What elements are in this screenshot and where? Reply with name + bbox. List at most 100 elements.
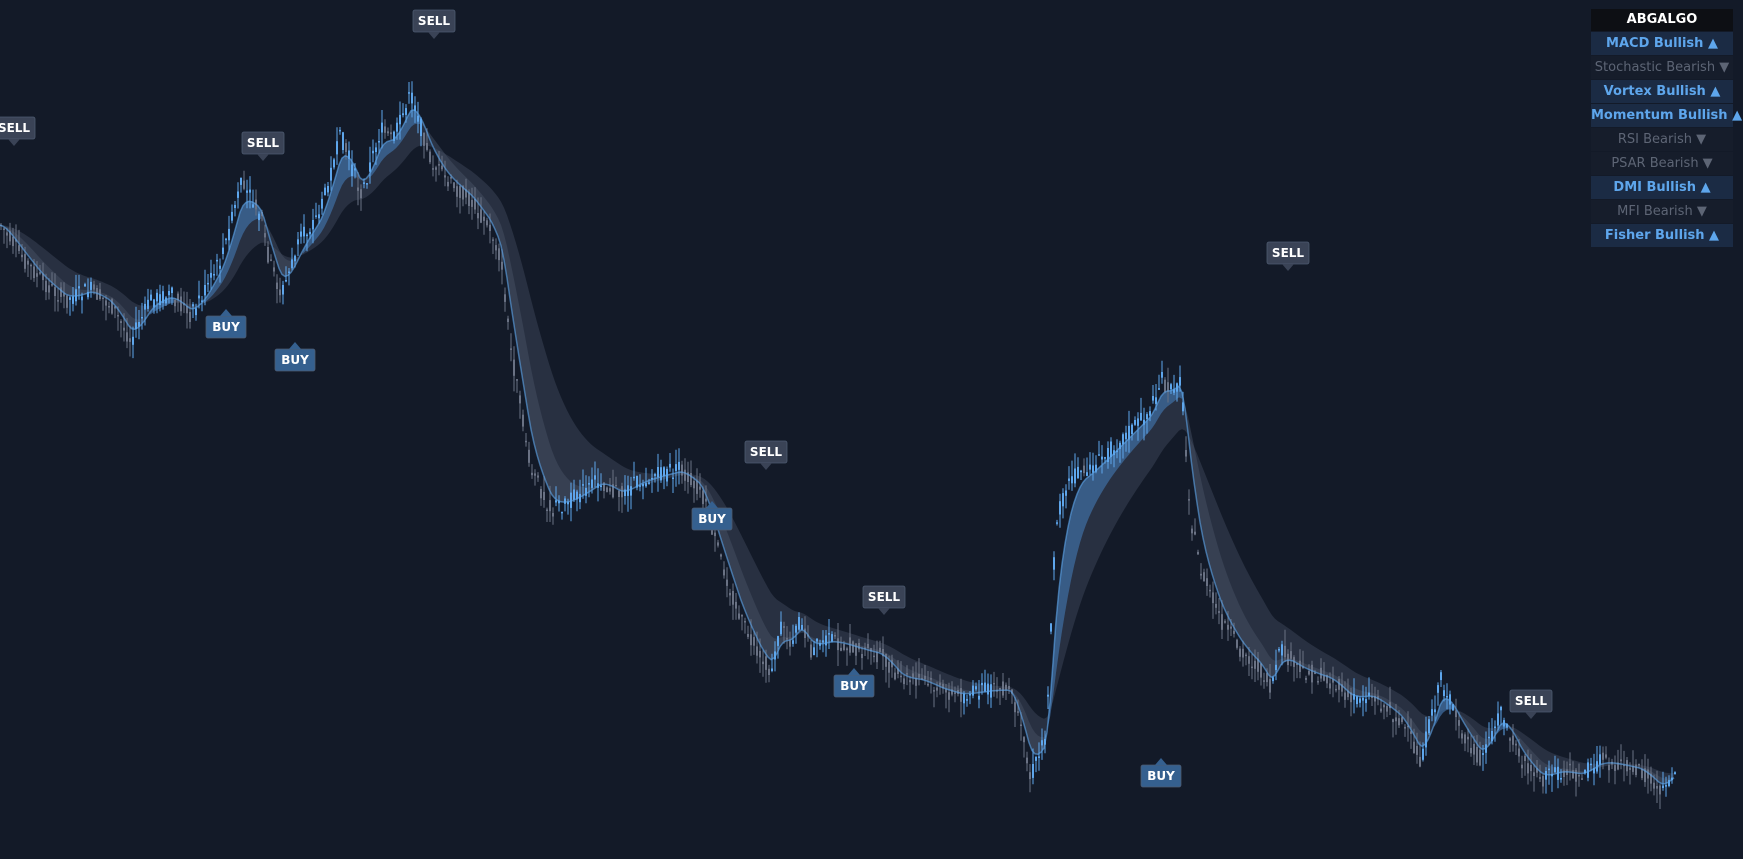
candle-body <box>36 273 38 277</box>
candle-body <box>675 464 677 471</box>
candle-body <box>963 693 965 704</box>
candle-body <box>477 213 479 219</box>
candle-body <box>1332 679 1334 683</box>
dashboard-row-momentum: Momentum Bullish ▲ <box>1591 104 1742 127</box>
candle-body <box>18 245 20 251</box>
candle-body <box>579 493 581 503</box>
candle-body <box>450 177 452 179</box>
candle-body <box>1416 745 1418 755</box>
candle-body <box>1140 412 1142 421</box>
candle-body <box>1602 752 1604 760</box>
candle-body <box>1605 754 1607 758</box>
candle-body <box>252 204 254 208</box>
candle-body <box>1572 770 1574 779</box>
candle-body <box>1050 623 1052 632</box>
candle-body <box>1263 680 1265 682</box>
candle-body <box>561 511 563 514</box>
candle-body <box>1440 672 1442 681</box>
candle-body <box>120 321 122 323</box>
candle-body <box>27 260 29 265</box>
candle-body <box>306 234 308 237</box>
candle-body <box>1179 377 1181 386</box>
candle-body <box>1389 702 1391 709</box>
sell-signal: SELL <box>241 131 285 161</box>
candle-body <box>1032 764 1034 778</box>
candle-body <box>378 141 380 143</box>
candle-body <box>1665 785 1667 787</box>
candle-body <box>1275 664 1277 671</box>
candle-body <box>1476 746 1478 763</box>
candle-body <box>555 500 557 503</box>
candle-body <box>60 287 62 297</box>
candle-body <box>858 643 860 650</box>
candle-body <box>741 615 743 617</box>
candle-body <box>1620 759 1622 762</box>
candle-body <box>495 245 497 251</box>
candle-body <box>213 274 215 276</box>
candle-body <box>1386 706 1388 712</box>
candle-body <box>1245 654 1247 657</box>
candle-body <box>1215 603 1217 608</box>
candle-body <box>408 92 410 94</box>
candle-body <box>444 175 446 178</box>
candle-body <box>1470 747 1472 754</box>
signal-label: BUY <box>840 679 868 693</box>
candle-body <box>351 164 353 177</box>
candle-body <box>135 322 137 329</box>
candle-body <box>1623 764 1625 767</box>
candle-body <box>1482 753 1484 755</box>
candle-body <box>867 643 869 648</box>
candle-body <box>1536 768 1538 773</box>
candle-body <box>24 254 26 269</box>
dashboard-row-rsi: RSI Bearish ▼ <box>1591 128 1733 151</box>
candle-body <box>783 626 785 628</box>
candle-body <box>546 509 548 511</box>
candle-body <box>1359 698 1361 703</box>
buy-signal: BUY <box>691 501 733 531</box>
candle-body <box>69 297 71 300</box>
candle-body <box>594 475 596 480</box>
candle-body <box>21 254 23 258</box>
candle-body <box>1038 756 1040 758</box>
candle-body <box>687 472 689 482</box>
candle-body <box>1227 624 1229 630</box>
candle-body <box>567 501 569 505</box>
candle-body <box>240 177 242 185</box>
candle-body <box>1560 778 1562 780</box>
candle-body <box>1584 769 1586 774</box>
fast-ema-line <box>0 109 1675 785</box>
candle-body <box>1533 772 1535 776</box>
candle-body <box>138 322 140 327</box>
candle-body <box>414 105 416 111</box>
candle-body <box>1545 771 1547 780</box>
candle-body <box>231 211 233 221</box>
candle-body <box>864 647 866 649</box>
candle-body <box>705 498 707 502</box>
candle-body <box>456 186 458 197</box>
candle-body <box>834 635 836 637</box>
candle-body <box>513 359 515 376</box>
candle-body <box>363 182 365 184</box>
candle-body <box>1314 672 1316 675</box>
buy-signal: BUY <box>833 668 875 698</box>
candle-body <box>207 282 209 285</box>
candle-body <box>246 190 248 193</box>
candle-body <box>339 129 341 132</box>
candle-body <box>831 634 833 642</box>
candle-body <box>1074 468 1076 484</box>
candle-body <box>723 569 725 576</box>
candle-body <box>1185 450 1187 457</box>
candle-body <box>66 295 68 308</box>
candle-body <box>1203 572 1205 582</box>
candle-body <box>564 498 566 504</box>
candle-body <box>165 297 167 304</box>
candle-body <box>654 474 656 476</box>
candle-body <box>795 625 797 633</box>
candle-body <box>837 638 839 651</box>
candle-body <box>1200 573 1202 576</box>
candle-body <box>426 143 428 150</box>
candle-body <box>1251 666 1253 669</box>
candle-body <box>168 291 170 296</box>
candle-body <box>468 192 470 206</box>
